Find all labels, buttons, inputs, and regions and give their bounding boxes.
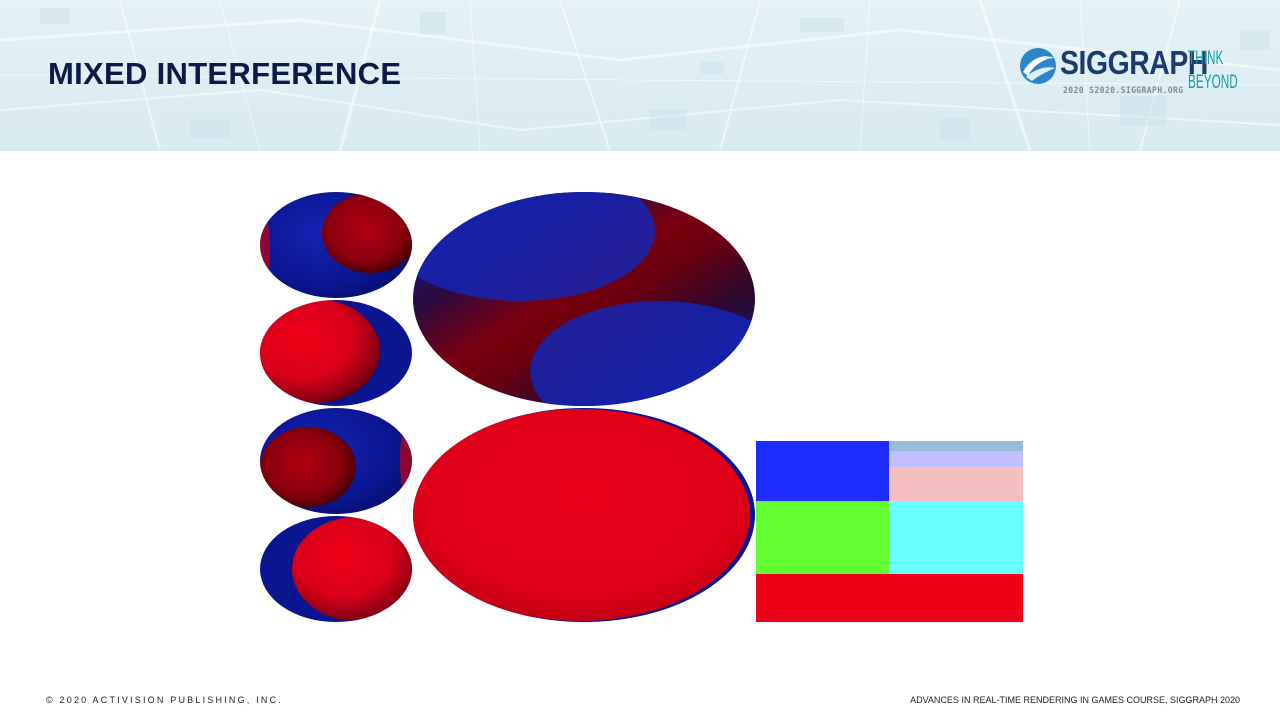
large-ellipse-top (413, 192, 755, 406)
swatch-pink (889, 467, 1023, 501)
small-ellipse-2 (260, 300, 412, 406)
footer-copyright: © 2020 ACTIVISION PUBLISHING, INC. (46, 695, 283, 705)
swatch-red (756, 574, 1023, 622)
small-ellipse-4 (260, 516, 412, 622)
siggraph-swirl-icon (1020, 48, 1056, 84)
logo-tagline: THINK BEYOND (1188, 47, 1238, 95)
header-banner: MIXED INTERFERENCE SIGGRAPH 2020 S2020.S… (0, 0, 1280, 151)
footer-course: ADVANCES IN REAL-TIME RENDERING IN GAMES… (910, 695, 1240, 705)
tagline-think: THINK (1188, 48, 1224, 69)
map-background (0, 0, 1280, 151)
logo-wordmark: SIGGRAPH (1060, 44, 1208, 81)
swatch-blue (756, 441, 889, 501)
swatch-steel (889, 441, 1023, 451)
swatch-green (756, 501, 889, 574)
color-swatch-grid (756, 441, 1023, 622)
small-ellipse-1 (260, 192, 412, 298)
tagline-beyond: BEYOND (1188, 72, 1238, 93)
swatch-lavender (889, 451, 1023, 467)
large-ellipse-bottom (413, 408, 755, 622)
swatch-cyan (889, 501, 1023, 574)
slide-title: MIXED INTERFERENCE (48, 56, 402, 91)
siggraph-logo: SIGGRAPH 2020 S2020.SIGGRAPH.ORG THINK B… (1016, 44, 1246, 102)
logo-subline: 2020 S2020.SIGGRAPH.ORG (1063, 86, 1184, 96)
interference-figure (260, 192, 1023, 622)
small-ellipse-3 (260, 408, 412, 514)
